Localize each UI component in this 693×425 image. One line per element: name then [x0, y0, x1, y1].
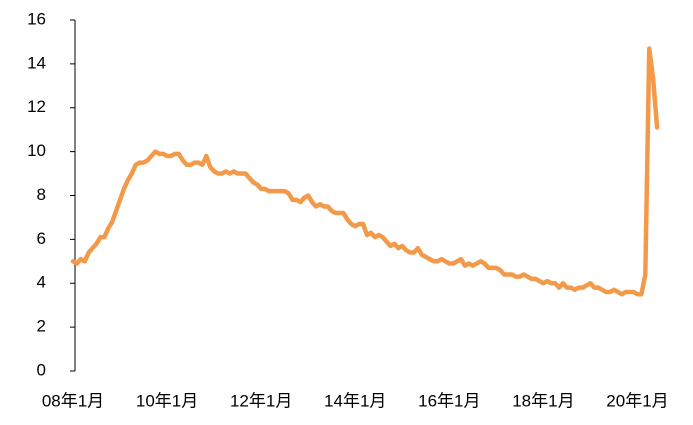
- x-tick-label: 20年1月: [606, 391, 668, 410]
- x-tick-label: 18年1月: [512, 391, 574, 410]
- x-tick-label: 08年1月: [42, 391, 104, 410]
- y-tick-label: 10: [27, 141, 46, 160]
- y-tick-label: 16: [27, 9, 46, 28]
- x-tick-label: 10年1月: [136, 391, 198, 410]
- x-tick-label: 12年1月: [230, 391, 292, 410]
- x-tick-label: 14年1月: [324, 391, 386, 410]
- y-tick-label: 4: [37, 273, 46, 292]
- y-tick-label: 12: [27, 97, 46, 116]
- y-tick-label: 8: [37, 185, 46, 204]
- y-tick-label: 14: [27, 53, 46, 72]
- y-tick-label: 2: [37, 317, 46, 336]
- x-tick-label: 16年1月: [418, 391, 480, 410]
- y-tick-label: 0: [37, 360, 46, 379]
- y-tick-label: 6: [37, 229, 46, 248]
- data-line: [70, 46, 660, 297]
